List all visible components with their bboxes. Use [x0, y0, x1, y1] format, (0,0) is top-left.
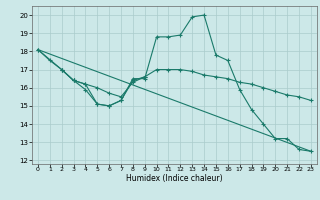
X-axis label: Humidex (Indice chaleur): Humidex (Indice chaleur)	[126, 174, 223, 183]
